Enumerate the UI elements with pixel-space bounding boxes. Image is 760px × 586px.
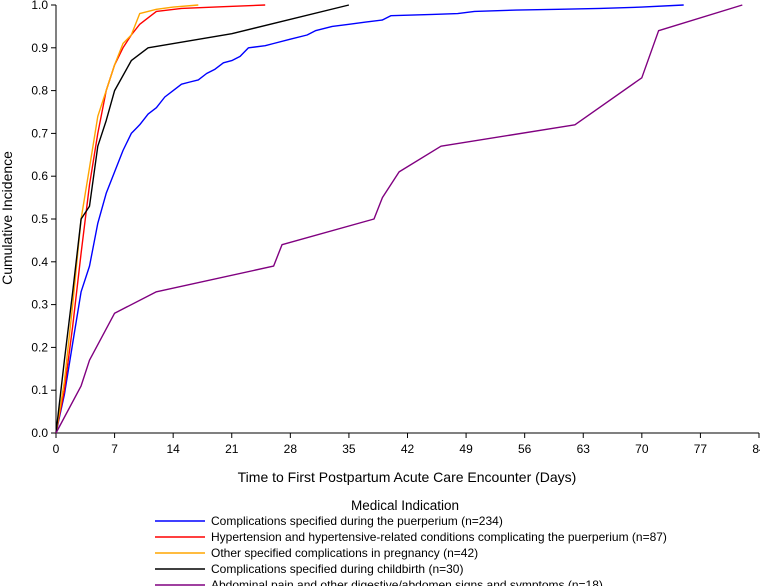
x-tick-label-49: 49 (459, 442, 473, 456)
x-tick-label-35: 35 (342, 442, 356, 456)
y-tick-label-2: 0.2 (31, 340, 48, 354)
series-line-0 (55, 4, 684, 434)
y-tick-label-7: 0.7 (31, 126, 48, 140)
x-tick-label-0: 0 (53, 442, 60, 456)
series-line-4 (55, 4, 743, 434)
series-lines (55, 4, 743, 434)
legend: Medical Indication Complications specifi… (155, 498, 667, 586)
y-tick-label-10: 1.0 (31, 0, 48, 12)
legend-label-1: Hypertension and hypertensive-related co… (211, 530, 667, 544)
x-tick-label-28: 28 (284, 442, 298, 456)
y-tick-label-4: 0.4 (31, 255, 48, 269)
x-tick-label-7: 7 (111, 442, 118, 456)
x-axis-label: Time to First Postpartum Acute Care Enco… (238, 469, 577, 485)
legend-title: Medical Indication (351, 498, 459, 513)
y-tick-label-6: 0.6 (31, 169, 48, 183)
x-tick-label-21: 21 (225, 442, 239, 456)
x-tick-label-77: 77 (694, 442, 708, 456)
y-ticks: 0.0 0.1 0.2 0.3 0.4 0.5 0.6 0.7 0.8 0.9 1.0 (31, 0, 56, 440)
legend-items: Complications specified during the puerp… (155, 514, 667, 586)
x-tick-label-84: 84 (752, 442, 760, 456)
x-ticks: 0 7 14 21 28 35 42 49 56 63 70 77 84 (53, 433, 760, 456)
x-tick-label-63: 63 (577, 442, 591, 456)
x-tick-label-14: 14 (166, 442, 180, 456)
y-tick-label-1: 0.1 (31, 383, 48, 397)
series-line-1 (55, 4, 266, 434)
y-tick-label-0: 0.0 (31, 426, 48, 440)
y-axis-label: Cumulative Incidence (0, 151, 15, 285)
series-line-2 (55, 4, 199, 434)
x-tick-label-70: 70 (635, 442, 649, 456)
y-tick-label-5: 0.5 (31, 212, 48, 226)
y-tick-label-3: 0.3 (31, 298, 48, 312)
series-line-3 (55, 4, 350, 434)
x-tick-label-42: 42 (401, 442, 415, 456)
y-tick-label-9: 0.9 (31, 41, 48, 55)
legend-label-0: Complications specified during the puerp… (211, 514, 503, 528)
legend-label-3: Complications specified during childbirt… (211, 562, 463, 576)
y-tick-label-8: 0.8 (31, 84, 48, 98)
legend-label-4: Abdominal pain and other digestive/abdom… (211, 578, 603, 586)
legend-label-2: Other specified complications in pregnan… (211, 546, 478, 560)
x-tick-label-56: 56 (518, 442, 532, 456)
